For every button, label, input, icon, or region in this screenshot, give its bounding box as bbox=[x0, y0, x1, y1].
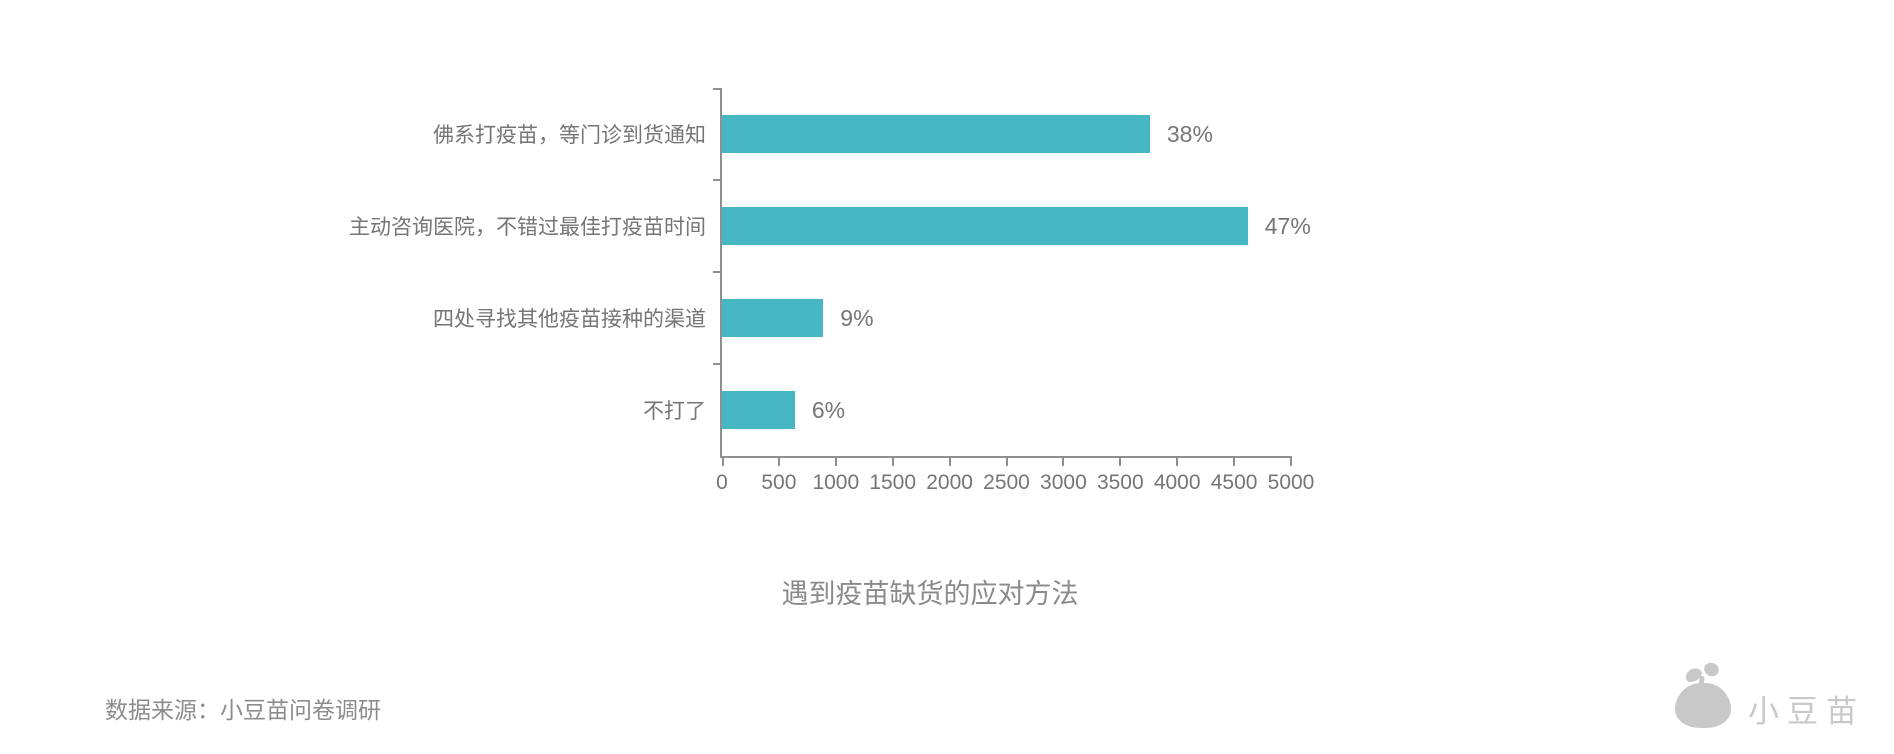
bar-row: 6% bbox=[722, 364, 1291, 456]
data-source-text: 数据来源：小豆苗问卷调研 bbox=[105, 697, 381, 723]
value-label: 47% bbox=[1264, 212, 1311, 239]
sprout-bean-icon bbox=[1675, 683, 1731, 728]
bar-row: 9% bbox=[722, 272, 1291, 364]
chart-title: 遇到疫苗缺货的应对方法 bbox=[781, 579, 1079, 609]
x-axis-tick bbox=[834, 456, 837, 466]
x-axis-tick bbox=[777, 456, 780, 466]
category-label: 主动咨询医院，不错过最佳打疫苗时间 bbox=[349, 216, 706, 239]
x-tick-label: 2000 bbox=[926, 471, 973, 494]
bar-chart-plot: 38% 47% 9% 6% 0 500 1000 1500 2000 2500 3000 3500 40… bbox=[713, 88, 1314, 494]
x-axis-tick bbox=[1176, 456, 1179, 466]
y-axis-tick bbox=[713, 271, 722, 273]
bar bbox=[722, 391, 795, 429]
value-label: 6% bbox=[811, 396, 846, 423]
category-label: 佛系打疫苗，等门诊到货通知 bbox=[433, 124, 706, 147]
y-axis-tick bbox=[713, 179, 722, 181]
bar bbox=[722, 115, 1150, 153]
x-axis-tick bbox=[1005, 456, 1008, 466]
x-axis-tick bbox=[1290, 456, 1292, 466]
y-axis-tick bbox=[713, 363, 722, 365]
x-tick-label: 4500 bbox=[1210, 471, 1258, 494]
bar bbox=[722, 207, 1248, 245]
bar-row: 47% bbox=[722, 180, 1311, 272]
brand-logo-text: 小豆苗 bbox=[1748, 694, 1865, 729]
x-axis-tick bbox=[891, 456, 894, 466]
value-label: 9% bbox=[840, 304, 874, 331]
x-axis-tick bbox=[948, 456, 951, 466]
x-axis-tick bbox=[1119, 456, 1122, 466]
x-axis-tick bbox=[1233, 456, 1236, 466]
bar-row: 38% bbox=[722, 88, 1291, 180]
value-label: 38% bbox=[1166, 120, 1213, 147]
x-tick-label: 1500 bbox=[869, 471, 917, 494]
x-tick-label: 2500 bbox=[983, 471, 1030, 494]
x-axis-tick bbox=[1062, 456, 1065, 466]
x-tick-label: 0 bbox=[716, 471, 728, 494]
x-tick-label: 3500 bbox=[1096, 471, 1144, 494]
x-tick-label: 3000 bbox=[1040, 471, 1087, 494]
category-axis: 佛系打疫苗，等门诊到货通知主动咨询医院，不错过最佳打疫苗时间四处寻找其他疫苗接种… bbox=[0, 88, 706, 456]
category-label: 不打了 bbox=[643, 400, 706, 423]
x-tick-label: 1000 bbox=[812, 471, 860, 494]
x-tick-label: 4000 bbox=[1153, 471, 1201, 494]
sprout-leaf-right-icon bbox=[1701, 660, 1722, 679]
x-axis-tick bbox=[722, 456, 724, 466]
category-label: 四处寻找其他疫苗接种的渠道 bbox=[433, 308, 706, 331]
bar bbox=[722, 299, 824, 337]
x-tick-label: 500 bbox=[761, 471, 797, 494]
y-axis-tick bbox=[713, 88, 722, 90]
x-tick-label: 5000 bbox=[1267, 471, 1315, 494]
